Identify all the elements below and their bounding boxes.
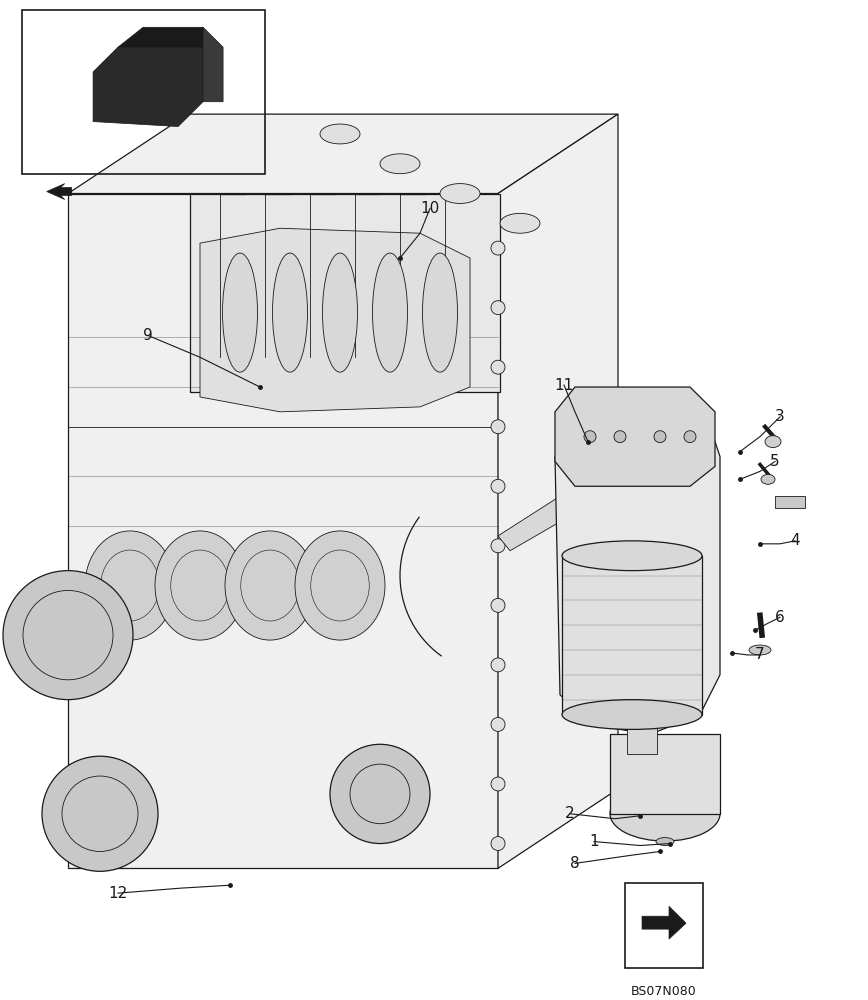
Circle shape	[491, 777, 505, 791]
Circle shape	[330, 744, 430, 844]
Circle shape	[491, 360, 505, 374]
Circle shape	[654, 431, 666, 443]
Circle shape	[491, 717, 505, 731]
Polygon shape	[200, 228, 470, 412]
Circle shape	[614, 431, 626, 443]
Polygon shape	[68, 194, 498, 868]
Polygon shape	[93, 47, 203, 127]
Ellipse shape	[155, 531, 245, 640]
Ellipse shape	[761, 474, 775, 484]
Circle shape	[491, 598, 505, 612]
Text: 1: 1	[589, 834, 599, 849]
Polygon shape	[555, 407, 720, 734]
Bar	[190, 194, 500, 392]
Ellipse shape	[500, 213, 540, 233]
Bar	[627, 715, 657, 754]
Circle shape	[491, 658, 505, 672]
Text: 6: 6	[775, 610, 785, 625]
Ellipse shape	[610, 786, 720, 841]
Polygon shape	[203, 27, 223, 102]
Ellipse shape	[323, 253, 358, 372]
Text: 2: 2	[565, 806, 575, 821]
Circle shape	[491, 479, 505, 493]
Text: 10: 10	[420, 201, 439, 216]
Ellipse shape	[273, 253, 307, 372]
Circle shape	[491, 539, 505, 553]
Text: 9: 9	[143, 328, 153, 343]
Text: 4: 4	[790, 533, 799, 548]
Text: BS07N080: BS07N080	[631, 985, 697, 998]
Ellipse shape	[423, 253, 457, 372]
Polygon shape	[498, 496, 570, 551]
Ellipse shape	[222, 253, 258, 372]
Ellipse shape	[85, 531, 175, 640]
Polygon shape	[555, 387, 715, 486]
Ellipse shape	[562, 700, 702, 729]
Ellipse shape	[749, 645, 771, 655]
Circle shape	[3, 571, 133, 700]
Circle shape	[684, 431, 696, 443]
Text: 8: 8	[570, 856, 580, 871]
Polygon shape	[642, 906, 686, 939]
Circle shape	[491, 241, 505, 255]
Circle shape	[491, 301, 505, 315]
Bar	[775, 496, 805, 508]
Text: 3: 3	[775, 409, 785, 424]
Bar	[562, 556, 702, 715]
Ellipse shape	[225, 531, 315, 640]
Circle shape	[584, 431, 596, 443]
Ellipse shape	[320, 124, 360, 144]
Ellipse shape	[765, 436, 781, 448]
Text: 12: 12	[108, 886, 128, 901]
Ellipse shape	[295, 531, 385, 640]
Text: 7: 7	[755, 647, 765, 662]
Ellipse shape	[562, 541, 702, 571]
Bar	[22, 10, 265, 174]
Circle shape	[491, 420, 505, 434]
Ellipse shape	[656, 838, 674, 846]
Circle shape	[42, 756, 158, 871]
Text: 11: 11	[555, 378, 574, 393]
Polygon shape	[118, 27, 203, 47]
Polygon shape	[498, 114, 618, 868]
Ellipse shape	[440, 184, 480, 203]
Ellipse shape	[380, 154, 420, 174]
Bar	[610, 734, 720, 814]
Ellipse shape	[372, 253, 407, 372]
Polygon shape	[68, 114, 618, 194]
Bar	[625, 883, 703, 968]
Text: 5: 5	[770, 454, 779, 469]
Polygon shape	[47, 184, 72, 199]
Circle shape	[491, 837, 505, 850]
